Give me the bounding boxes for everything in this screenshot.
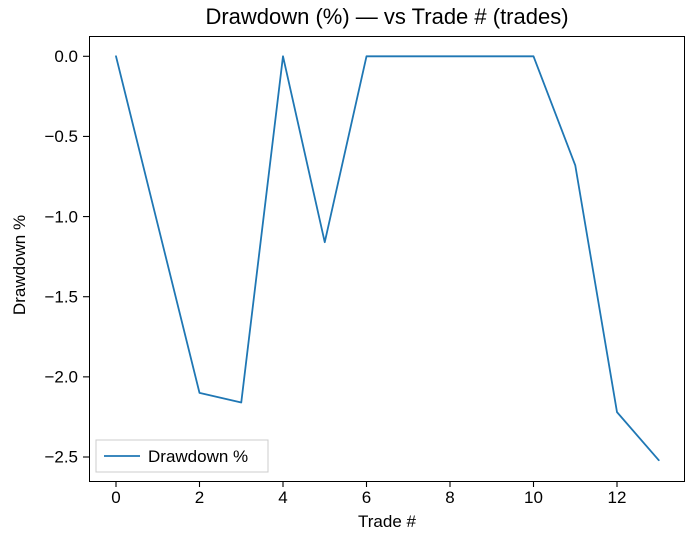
svg-text:6: 6 <box>362 488 371 507</box>
svg-text:8: 8 <box>445 488 454 507</box>
svg-text:−0.5: −0.5 <box>44 127 78 146</box>
svg-text:12: 12 <box>608 488 627 507</box>
svg-text:−2.5: −2.5 <box>44 448 78 467</box>
svg-text:4: 4 <box>278 488 287 507</box>
svg-text:−2.0: −2.0 <box>44 368 78 387</box>
svg-text:−1.5: −1.5 <box>44 287 78 306</box>
svg-text:Drawdown %: Drawdown % <box>148 447 248 466</box>
svg-text:2: 2 <box>195 488 204 507</box>
svg-text:−1.0: −1.0 <box>44 207 78 226</box>
svg-text:0.0: 0.0 <box>54 47 78 66</box>
svg-text:0: 0 <box>111 488 120 507</box>
svg-text:10: 10 <box>524 488 543 507</box>
